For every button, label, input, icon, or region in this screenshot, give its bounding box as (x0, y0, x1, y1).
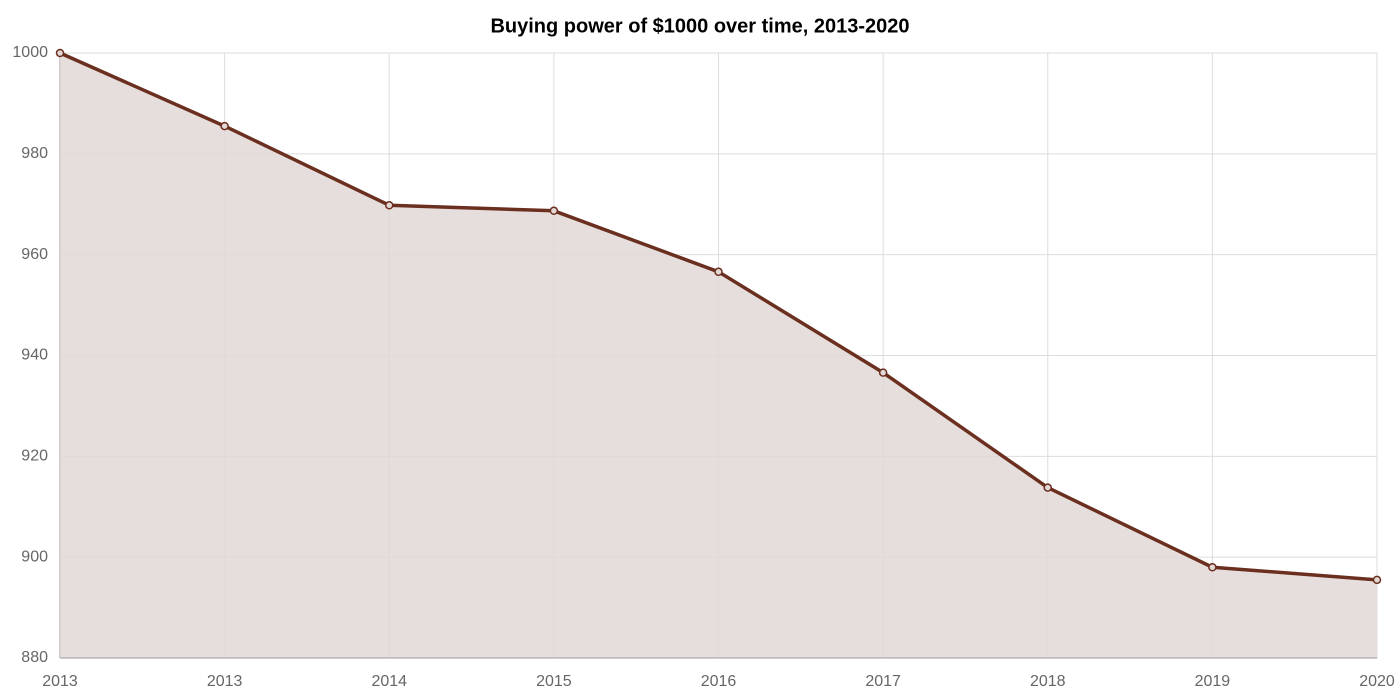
point (55, 48, 65, 58)
point (1043, 483, 1052, 492)
x-tick-label: 2013 (42, 673, 78, 690)
x-tick-label: 2019 (1195, 673, 1231, 690)
point (385, 201, 394, 210)
y-tick-label: 1000 (12, 44, 48, 61)
y-tick-label: 880 (21, 649, 48, 666)
y-tick-label: 920 (21, 448, 48, 465)
point (878, 368, 888, 377)
point (549, 206, 559, 216)
x-tick-label: 2016 (701, 673, 737, 690)
point (1208, 563, 1217, 572)
y-tick-label: 900 (21, 548, 48, 565)
x-tick-label: 2018 (1030, 673, 1066, 690)
x-tick-label: 2013 (207, 673, 243, 690)
x-tick-label: 2015 (536, 673, 572, 690)
point (714, 267, 723, 277)
point (1372, 575, 1382, 585)
x-tick-label: 2014 (371, 673, 407, 690)
x-tick-label: 2017 (865, 673, 901, 690)
y-tick-label: 960 (21, 246, 48, 263)
area-fill (60, 53, 1377, 658)
x-tick-label: 2020 (1359, 673, 1395, 690)
chart-title: Buying power of $1000 over time, 2013-20… (490, 15, 909, 37)
point (220, 121, 229, 131)
y-tick-label: 980 (21, 145, 48, 162)
y-tick-label: 940 (21, 347, 48, 364)
